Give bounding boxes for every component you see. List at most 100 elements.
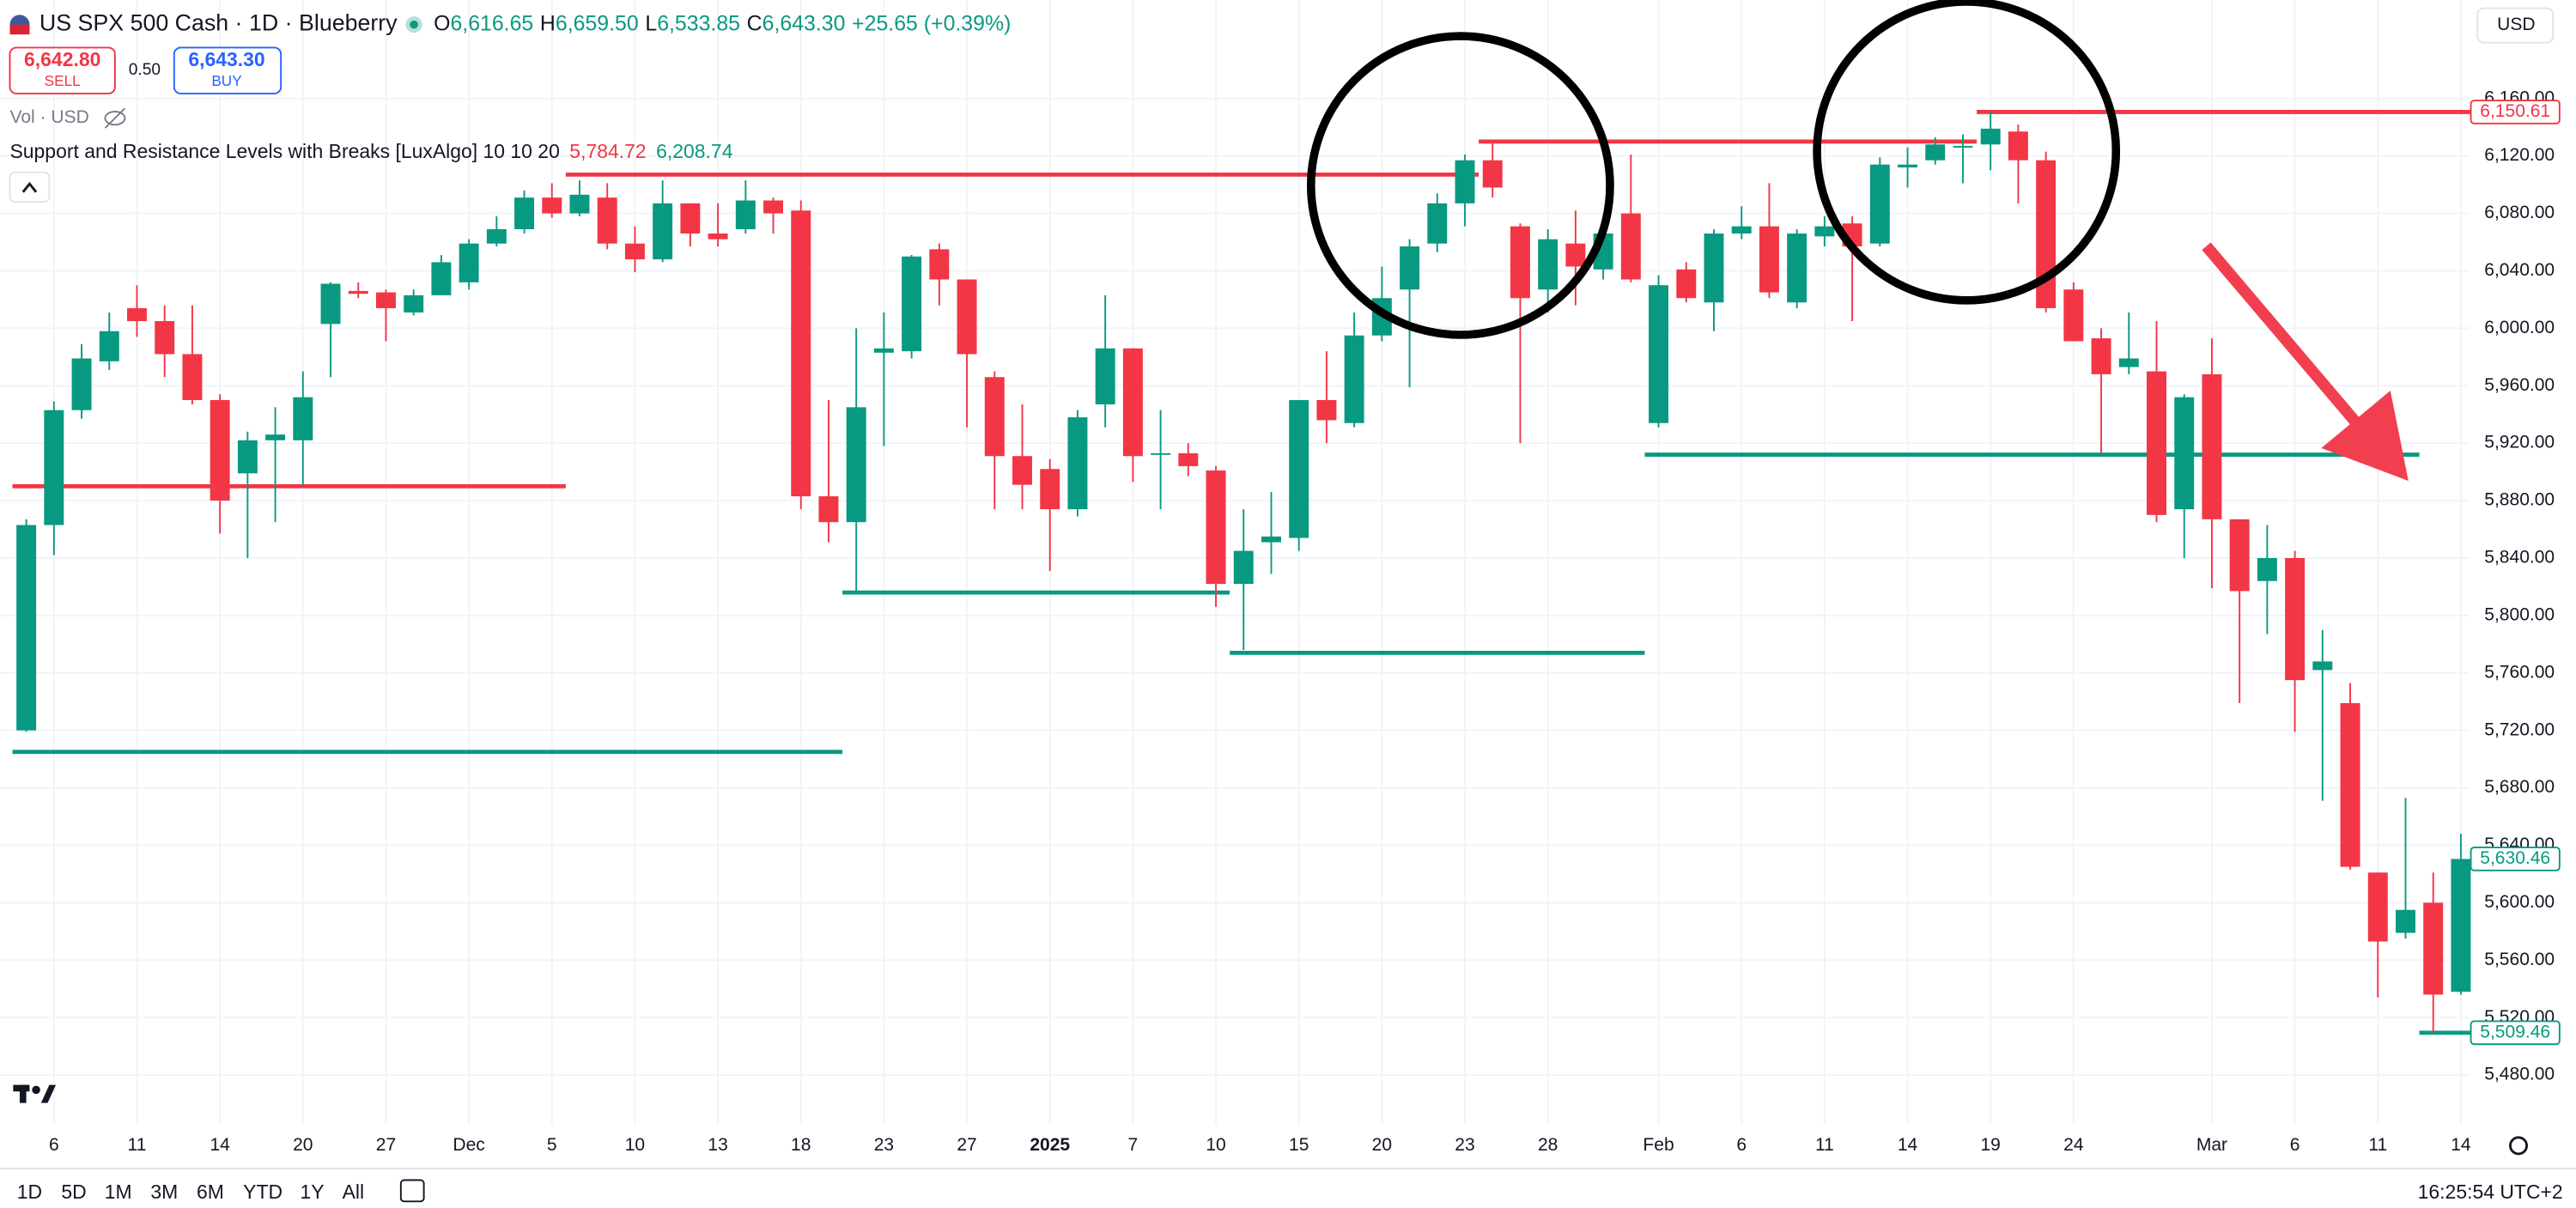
y-tick-label: 5,760.00 xyxy=(2484,662,2555,682)
candle-body xyxy=(1731,226,1752,234)
candle-body xyxy=(459,243,479,282)
candle-body xyxy=(2202,373,2222,519)
candle-body xyxy=(735,200,756,229)
currency-button[interactable] xyxy=(2476,7,2555,44)
candle-body xyxy=(2063,289,2084,342)
candle-body xyxy=(293,397,313,440)
calendar-icon[interactable] xyxy=(399,1179,425,1203)
candle-body xyxy=(431,262,452,295)
annotation-circle xyxy=(1813,0,2121,305)
range-button[interactable]: 5D xyxy=(61,1181,86,1203)
candle-body xyxy=(1067,417,1088,510)
candle-body xyxy=(1980,128,2001,145)
price-badge-label: 6,150.61 xyxy=(2480,101,2550,121)
x-tick-label: 11 xyxy=(2368,1135,2387,1155)
sell-button[interactable] xyxy=(9,46,116,94)
y-tick-label: 5,840.00 xyxy=(2484,548,2555,568)
x-tick-label: 11 xyxy=(1815,1135,1834,1155)
range-button[interactable]: 1D xyxy=(17,1181,42,1203)
candle-body xyxy=(542,197,562,214)
candle-body xyxy=(237,440,258,474)
candles: 6,150.61 5,630.46 5,509.46 xyxy=(16,100,2561,1046)
x-tick-label: 20 xyxy=(293,1135,313,1155)
candle-body xyxy=(16,525,37,731)
x-tick-label: 14 xyxy=(1898,1135,1918,1155)
candle-body xyxy=(486,228,507,244)
x-tick-label: 23 xyxy=(874,1135,894,1155)
candle-body xyxy=(2091,338,2111,374)
candle-body xyxy=(182,354,203,400)
header: US SPX 500 Cash · 1D · Blueberry O6,616.… xyxy=(9,7,2555,203)
range-button[interactable]: 1M xyxy=(105,1181,132,1203)
indicator-name: Support and Resistance Levels with Break… xyxy=(9,140,732,162)
candle-body xyxy=(375,292,396,308)
range-button[interactable]: 3M xyxy=(150,1181,178,1203)
buy-price: 6,643.30 xyxy=(188,48,264,70)
candle-body xyxy=(763,200,784,214)
range-button[interactable]: All xyxy=(343,1181,365,1203)
candle-body xyxy=(708,233,728,240)
price-badge-label: 5,509.46 xyxy=(2480,1022,2550,1041)
indicator-value: 5,784.72 xyxy=(569,140,646,162)
x-tick-label: 11 xyxy=(128,1135,147,1155)
candle-body xyxy=(1400,246,1420,290)
y-tick-label: 5,560.00 xyxy=(2484,950,2555,969)
candle-body xyxy=(265,434,286,440)
candle-body xyxy=(44,410,64,525)
range-button[interactable]: YTD xyxy=(243,1181,283,1203)
x-tick-label: 6 xyxy=(1736,1135,1747,1155)
candle-body xyxy=(2008,131,2028,161)
y-tick-label: 6,080.00 xyxy=(2484,203,2555,222)
ohlc-key: C xyxy=(747,11,762,35)
candle-body xyxy=(624,243,645,260)
volume-label: Vol · USD xyxy=(9,107,88,127)
candle-body xyxy=(2451,859,2471,993)
x-tick-label: 10 xyxy=(1206,1135,1225,1155)
ohlc-value: 6,643.30 xyxy=(762,11,846,35)
candle-body xyxy=(127,307,147,322)
annotation-circle xyxy=(1307,32,1614,339)
ohlc-key: O xyxy=(434,11,450,35)
candle-body xyxy=(1289,399,1309,538)
candle-body xyxy=(1898,164,1918,168)
price-badge xyxy=(2470,100,2561,124)
range-button[interactable]: 6M xyxy=(197,1181,224,1203)
candle-body xyxy=(2257,557,2277,581)
candle-body xyxy=(984,377,1005,457)
candle-body xyxy=(2174,397,2195,510)
buy-button[interactable] xyxy=(173,46,283,94)
indicator-value: 6,208.74 xyxy=(656,140,733,162)
x-tick-label: 18 xyxy=(791,1135,811,1155)
x-tick-label: Mar xyxy=(2196,1135,2227,1155)
x-tick-label: 14 xyxy=(2451,1135,2471,1155)
candle-body xyxy=(680,203,701,234)
candle-body xyxy=(2147,371,2166,515)
candle-body xyxy=(99,331,119,361)
hide-icon[interactable] xyxy=(104,107,126,129)
x-tick-label: 6 xyxy=(49,1135,59,1155)
candle-body xyxy=(1012,456,1032,485)
candle-body xyxy=(1759,226,1779,293)
candle-body xyxy=(155,321,175,355)
y-tick-label: 6,000.00 xyxy=(2484,318,2555,337)
x-tick-label: 10 xyxy=(625,1135,645,1155)
y-tick-label: 6,120.00 xyxy=(2484,145,2555,165)
settings-icon[interactable] xyxy=(2509,1136,2529,1156)
candle-body xyxy=(1676,269,1697,299)
candle-body xyxy=(1261,536,1281,543)
range-button[interactable]: 1Y xyxy=(300,1181,324,1203)
x-tick-label: 24 xyxy=(2063,1135,2084,1155)
candle-body xyxy=(597,197,617,244)
ohlc-key: H xyxy=(540,11,556,35)
ohlc: O6,616.65 H6,659.50 L6,533.85 C6,643.30 +25.… xyxy=(434,11,1011,35)
candle-body xyxy=(1510,226,1530,299)
levels xyxy=(12,110,2476,1035)
indicator-title: Support and Resistance Levels with Break… xyxy=(9,140,559,162)
collapse-button[interactable] xyxy=(9,171,51,203)
ohlc-value: 6,533.85 xyxy=(657,11,740,35)
x-tick-label: 19 xyxy=(1980,1135,2000,1155)
candle-body xyxy=(846,407,866,523)
collapse-icon xyxy=(21,181,38,193)
toolbar: 16:25:54 UTC+2 1D 5D 1M 3M 6M YTD 1Y All xyxy=(17,1179,2563,1203)
